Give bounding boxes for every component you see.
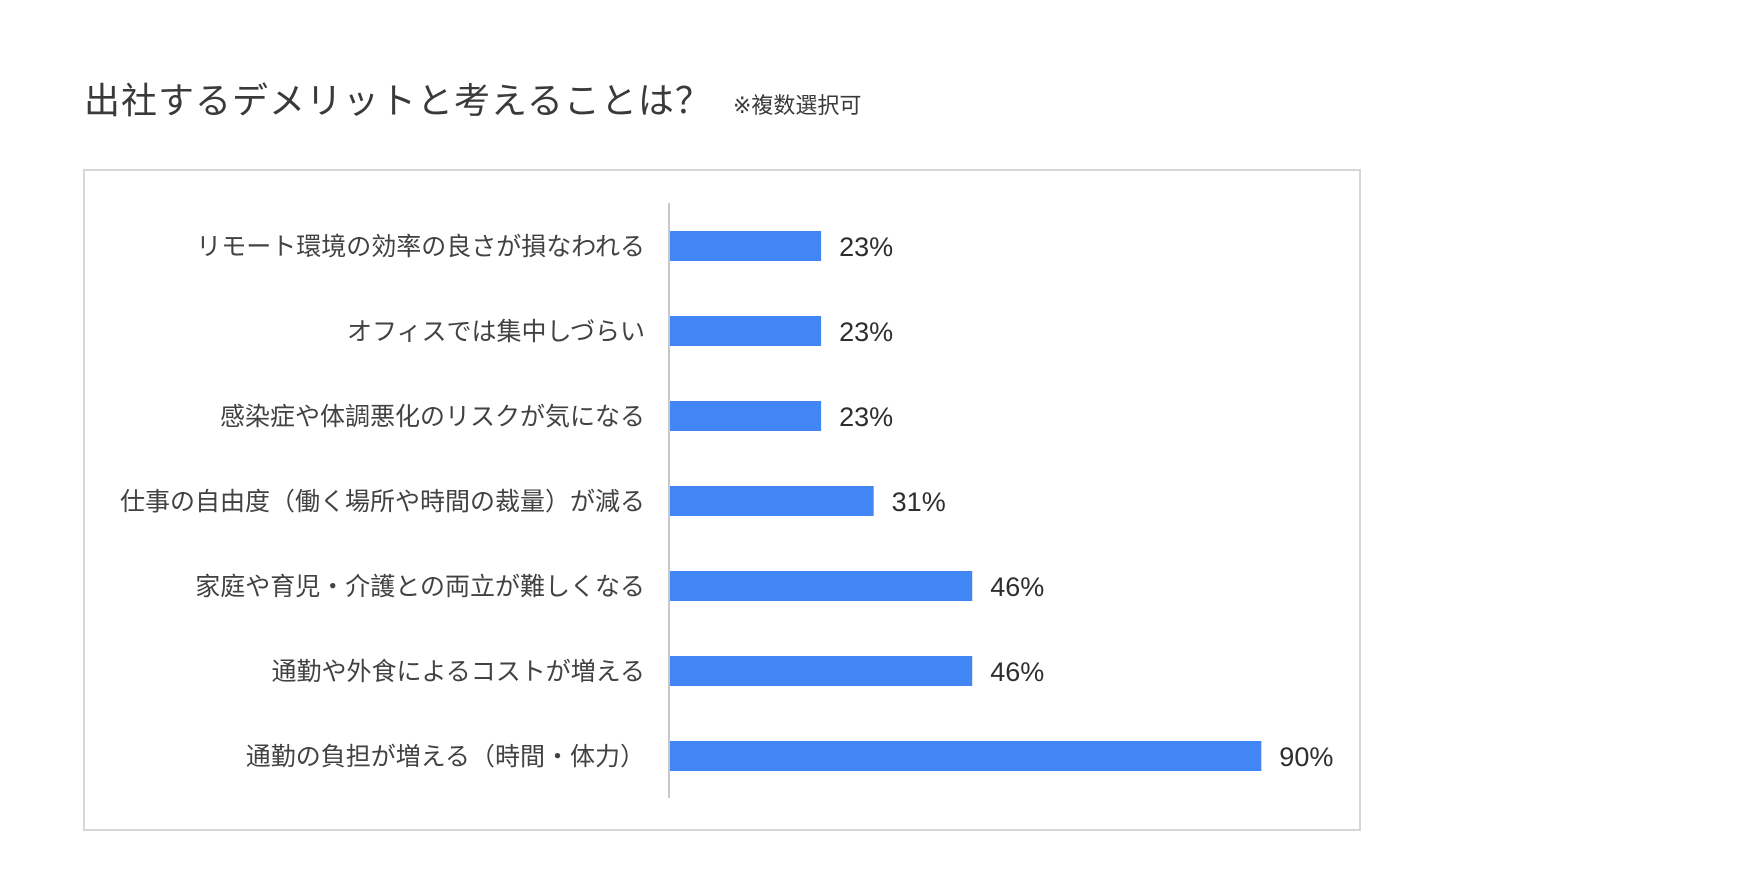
category-label: 感染症や体調悪化のリスクが気になる bbox=[220, 402, 645, 431]
category-label: オフィスでは集中しづらい bbox=[347, 317, 645, 346]
category-label: リモート環境の効率の良さが損なわれる bbox=[196, 232, 645, 261]
bar bbox=[670, 231, 822, 261]
category-label: 仕事の自由度（働く場所や時間の裁量）が減る bbox=[120, 487, 645, 516]
category-label: 通勤の負担が増える（時間・体力） bbox=[246, 742, 645, 771]
category-label: 家庭や育児・介護との両立が難しくなる bbox=[195, 572, 645, 601]
value-label: 46% bbox=[990, 572, 1044, 602]
value-label: 23% bbox=[839, 317, 893, 347]
bar bbox=[670, 401, 822, 431]
bar bbox=[670, 741, 1262, 771]
value-label: 46% bbox=[990, 657, 1044, 687]
chart-title: 出社するデメリットと考えることは？ bbox=[84, 81, 712, 122]
value-label: 23% bbox=[839, 402, 893, 432]
bars-group: リモート環境の効率の良さが損なわれる 23% オフィスでは集中しづらい 23% 感染症や… bbox=[120, 231, 1333, 772]
bar bbox=[670, 571, 973, 601]
bar bbox=[670, 656, 973, 686]
chart-subtitle: ※複数選択可 bbox=[733, 94, 862, 119]
value-label: 23% bbox=[839, 232, 893, 262]
category-label: 通勤や外食によるコストが増える bbox=[271, 657, 645, 686]
bar bbox=[670, 486, 874, 516]
value-label: 90% bbox=[1279, 742, 1333, 772]
value-label: 31% bbox=[892, 487, 946, 517]
bar bbox=[670, 316, 822, 346]
